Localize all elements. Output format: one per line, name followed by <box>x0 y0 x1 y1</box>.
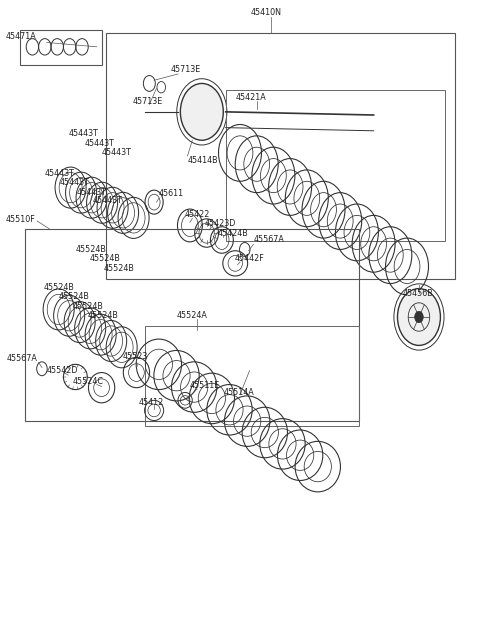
Text: 45524A: 45524A <box>177 311 208 320</box>
Text: 45456B: 45456B <box>402 288 433 297</box>
Text: 45713E: 45713E <box>171 65 201 74</box>
Text: 45524C: 45524C <box>73 377 104 386</box>
Text: 45514A: 45514A <box>223 388 254 398</box>
Text: 45567A: 45567A <box>6 354 37 363</box>
Text: 45443T: 45443T <box>93 196 123 205</box>
Text: 45443T: 45443T <box>44 169 74 178</box>
Ellipse shape <box>415 311 423 323</box>
Ellipse shape <box>397 288 441 346</box>
Text: 45524B: 45524B <box>43 283 74 292</box>
Text: 45567A: 45567A <box>253 235 284 245</box>
Text: 45524B: 45524B <box>87 311 118 320</box>
Text: 45542D: 45542D <box>47 366 78 375</box>
Text: 45471A: 45471A <box>5 32 36 41</box>
Text: 45713E: 45713E <box>132 96 163 106</box>
Text: 45442F: 45442F <box>234 254 264 264</box>
Text: 45443T: 45443T <box>60 178 89 187</box>
Text: 45524B: 45524B <box>73 302 104 311</box>
Text: 45511E: 45511E <box>190 380 220 390</box>
Text: 45443T: 45443T <box>77 188 107 197</box>
Text: 45410N: 45410N <box>251 8 282 17</box>
Text: 45443T: 45443T <box>102 148 132 157</box>
Text: 45423D: 45423D <box>204 219 236 228</box>
Text: 45524B: 45524B <box>104 264 135 273</box>
Ellipse shape <box>180 84 223 140</box>
Text: 45523: 45523 <box>123 352 148 361</box>
Text: 45414B: 45414B <box>188 156 218 165</box>
Text: 45412: 45412 <box>139 398 164 408</box>
Text: 45421A: 45421A <box>235 93 266 102</box>
Text: 45424B: 45424B <box>218 229 249 238</box>
Text: 45422: 45422 <box>185 210 211 219</box>
Text: 45510F: 45510F <box>5 215 35 224</box>
Text: 45524B: 45524B <box>90 254 120 264</box>
Text: 45524B: 45524B <box>59 292 90 301</box>
Text: 45524B: 45524B <box>75 245 106 254</box>
Text: 45443T: 45443T <box>85 139 115 148</box>
Text: 45443T: 45443T <box>68 129 98 138</box>
Text: 45611: 45611 <box>159 190 184 198</box>
